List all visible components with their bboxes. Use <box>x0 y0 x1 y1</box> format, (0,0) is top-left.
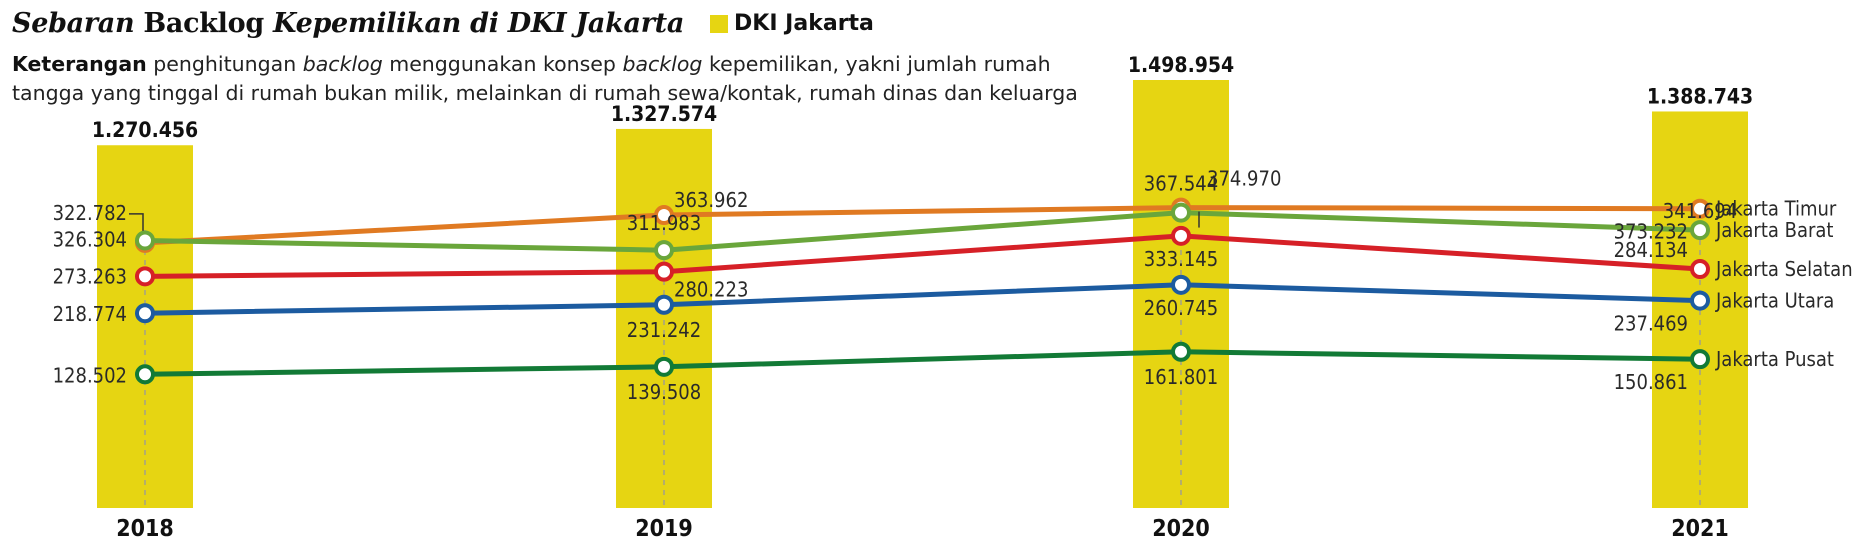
bar-label-2020: 1.498.954 <box>1128 53 1234 77</box>
point-jakarta-utara-2018 <box>135 303 155 324</box>
value-label-jakarta-barat-2018: 326.304 <box>53 227 127 251</box>
value-label-jakarta-selatan-2021: 284.134 <box>1614 238 1688 262</box>
note-italic-1: backlog <box>302 52 383 76</box>
x-tick-2018: 2018 <box>116 516 174 542</box>
point-jakarta-utara-2019 <box>654 294 674 315</box>
point-jakarta-selatan-2019 <box>654 261 674 282</box>
series-name-jakarta-barat: Jakarta Barat <box>1715 218 1833 242</box>
x-tick-2019: 2019 <box>635 516 693 542</box>
point-jakarta-barat-2020 <box>1171 202 1191 223</box>
title-row: Sebaran Backlog Kepemilikan di DKI Jakar… <box>12 8 874 39</box>
series-name-jakarta-selatan: Jakarta Selatan <box>1715 257 1853 281</box>
value-label-jakarta-timur-2021: 373.232 <box>1614 220 1688 244</box>
legend-swatch <box>710 14 729 33</box>
point-jakarta-pusat-2021 <box>1690 349 1710 370</box>
note-text-3: kepemilikan, yakni jumlah rumah tangga y… <box>12 52 1078 105</box>
value-label-jakarta-barat-2019: 311.983 <box>627 211 701 235</box>
value-label-jakarta-barat-2020: 367.544 <box>1144 172 1218 196</box>
series-line-jakarta-timur <box>142 205 1703 246</box>
note-bold: Keterangan <box>12 52 147 76</box>
point-jakarta-barat-2021 <box>1690 220 1710 241</box>
value-label-jakarta-pusat-2019: 139.508 <box>627 380 701 404</box>
value-label-jakarta-pusat-2020: 161.801 <box>1144 365 1218 389</box>
note-italic-2: backlog <box>622 52 703 76</box>
value-label-jakarta-timur-2018: 322.782 <box>53 201 127 225</box>
value-label-jakarta-utara-2020: 260.745 <box>1144 296 1218 320</box>
bar-label-2019: 1.327.574 <box>611 102 717 126</box>
value-label-jakarta-barat-2021: 341.694 <box>1663 199 1737 223</box>
point-jakarta-utara-2020 <box>1171 274 1191 295</box>
value-label-jakarta-selatan-2020: 333.145 <box>1144 247 1218 271</box>
chart-note: Keterangan penghitungan backlog mengguna… <box>12 50 1112 108</box>
point-jakarta-utara-2021 <box>1690 290 1710 311</box>
value-label-jakarta-pusat-2018: 128.502 <box>53 363 127 387</box>
point-jakarta-timur-2021 <box>1690 198 1710 219</box>
legend-label: DKI Jakarta <box>734 11 874 36</box>
value-label-jakarta-utara-2021: 237.469 <box>1614 312 1688 336</box>
point-jakarta-timur-2019 <box>654 205 674 226</box>
point-jakarta-selatan-2021 <box>1690 259 1710 280</box>
chart-title: Sebaran Backlog Kepemilikan di DKI Jakar… <box>12 8 684 39</box>
point-jakarta-pusat-2019 <box>654 356 674 377</box>
point-jakarta-selatan-2018 <box>135 266 155 287</box>
value-label-jakarta-timur-2020: 374.970 <box>1207 167 1281 191</box>
value-label-jakarta-utara-2018: 218.774 <box>53 302 127 326</box>
x-tick-2020: 2020 <box>1152 516 1210 542</box>
value-label-jakarta-selatan-2018: 273.263 <box>53 264 127 288</box>
legend: DKI Jakarta <box>710 11 874 36</box>
bar-label-2021: 1.388.743 <box>1647 84 1753 108</box>
leader-line-jakarta-timur-2018 <box>129 213 144 231</box>
point-jakarta-pusat-2020 <box>1171 341 1191 362</box>
x-tick-2021: 2021 <box>1671 516 1729 542</box>
note-text-1: penghitungan <box>146 52 303 76</box>
title-part-1: Sebaran <box>12 8 135 39</box>
point-jakarta-pusat-2018 <box>135 364 155 385</box>
bar-label-2018: 1.270.456 <box>92 118 198 142</box>
note-text-2: menggunakan konsep <box>382 52 623 76</box>
series-line-jakarta-utara <box>142 282 1703 316</box>
point-jakarta-barat-2018 <box>135 230 155 251</box>
series-line-jakarta-pusat <box>142 349 1703 377</box>
point-jakarta-barat-2019 <box>654 240 674 261</box>
series-name-jakarta-utara: Jakarta Utara <box>1715 289 1834 313</box>
title-part-3: Kepemilikan di DKI Jakarta <box>273 8 685 39</box>
title-part-2: Backlog <box>134 8 274 39</box>
bar-2018 <box>97 145 193 508</box>
point-jakarta-selatan-2020 <box>1171 225 1191 246</box>
series-name-jakarta-pusat: Jakarta Pusat <box>1715 347 1834 371</box>
series-name-jakarta-timur: Jakarta Timur <box>1715 197 1837 221</box>
value-label-jakarta-selatan-2019: 280.223 <box>674 278 748 302</box>
series-line-jakarta-selatan <box>142 233 1703 279</box>
value-label-jakarta-pusat-2021: 150.861 <box>1614 370 1688 394</box>
series-line-jakarta-barat <box>142 210 1703 253</box>
value-label-jakarta-timur-2019: 363.962 <box>674 188 748 212</box>
value-label-jakarta-utara-2019: 231.242 <box>627 318 701 342</box>
